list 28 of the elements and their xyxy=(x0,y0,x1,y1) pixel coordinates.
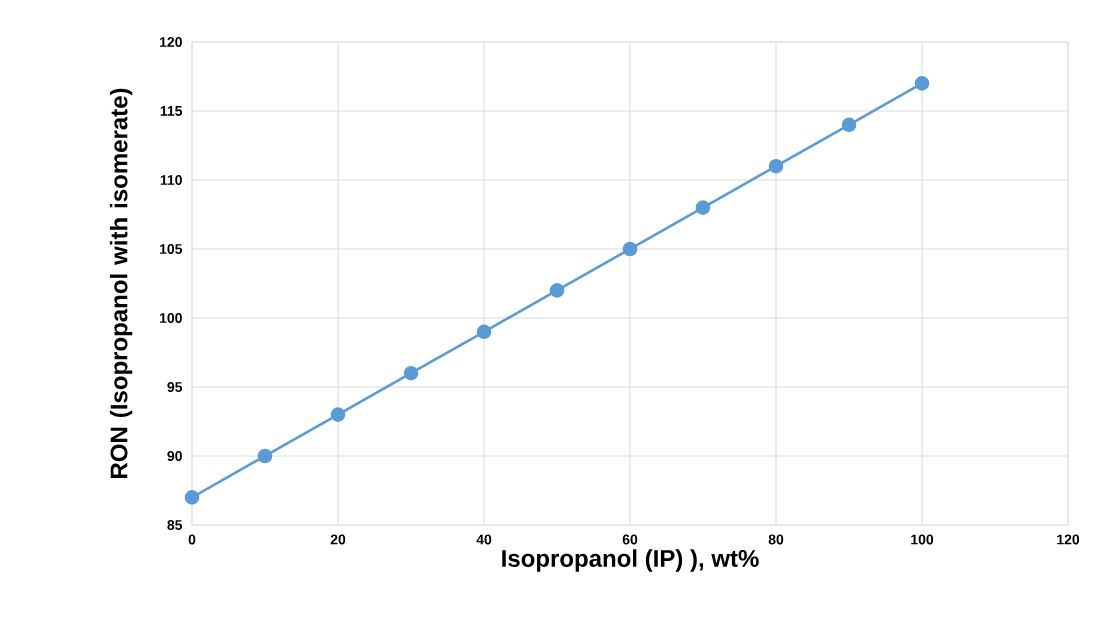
point xyxy=(841,117,857,133)
y-tick-label: 110 xyxy=(160,175,182,185)
y-tick-label: 90 xyxy=(167,451,182,461)
y-tick-label: 85 xyxy=(167,520,183,530)
x-tick-label: 100 xyxy=(911,534,934,545)
x-tick-label: 20 xyxy=(330,534,346,545)
point xyxy=(330,407,346,422)
point xyxy=(695,200,711,215)
y-tick-label: 120 xyxy=(159,37,182,47)
point xyxy=(257,448,273,464)
point xyxy=(622,241,638,257)
y-axis-title: RON (Isopropanol with isomerate) xyxy=(109,88,133,478)
x-tick-label: 0 xyxy=(188,534,196,545)
x-tick-label: 60 xyxy=(622,534,638,545)
x-axis-title: Isopropanol (IP) ), wt% xyxy=(502,549,759,572)
y-tick-label: 115 xyxy=(160,106,183,116)
x-tick-label: 80 xyxy=(768,534,784,545)
y-tick-label: 100 xyxy=(159,313,182,323)
point xyxy=(549,283,565,298)
point xyxy=(403,365,419,381)
point xyxy=(476,324,492,340)
x-tick-label: 40 xyxy=(476,534,492,545)
point xyxy=(184,490,200,505)
point xyxy=(914,76,930,91)
point xyxy=(768,158,784,174)
y-tick-label: 105 xyxy=(159,244,183,254)
x-tick-label: 120 xyxy=(1057,534,1080,545)
y-tick-label: 95 xyxy=(167,382,183,392)
